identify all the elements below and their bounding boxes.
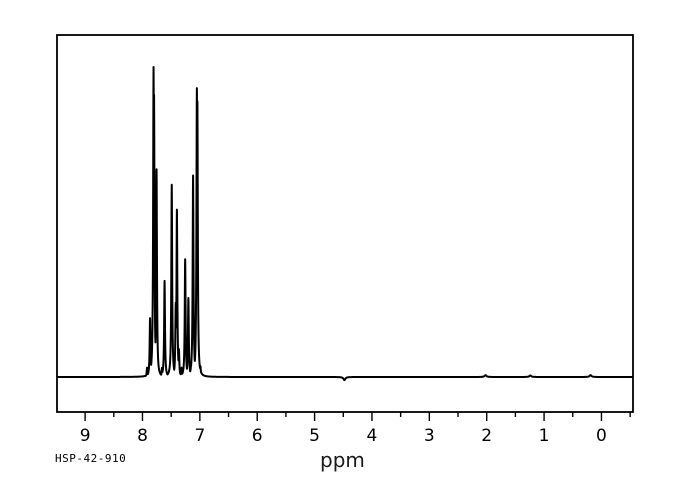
sample-id-label: HSP-42-910: [55, 452, 127, 465]
x-axis-tick-label: 5: [309, 426, 320, 446]
x-axis-tick-label: 0: [596, 426, 607, 446]
x-axis-tick-label: 4: [367, 426, 378, 446]
x-axis-tick-label: 7: [194, 426, 205, 446]
x-axis-tick-label: 3: [424, 426, 435, 446]
plot-frame: [56, 34, 634, 413]
x-axis-tick-label: 2: [481, 426, 492, 446]
x-axis-unit-label: ppm: [320, 448, 365, 472]
x-axis-tick-label: 8: [137, 426, 148, 446]
x-axis-tick-label: 6: [252, 426, 263, 446]
spectrum-trace: [56, 66, 634, 382]
x-axis-tick-label: 1: [539, 426, 550, 446]
x-axis-tick-label: 9: [80, 426, 91, 446]
